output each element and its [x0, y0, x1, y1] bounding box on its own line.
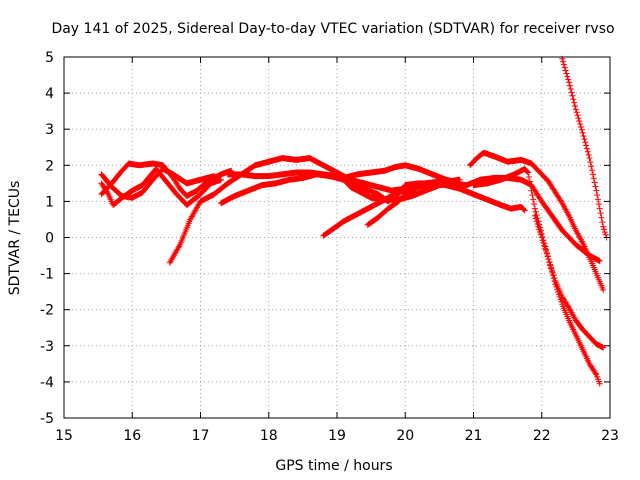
y-tick-label: 4 — [45, 86, 54, 102]
y-axis-label: SDTVAR / TECUs — [7, 181, 23, 296]
y-tick-label: 5 — [45, 50, 54, 66]
x-tick-label: 18 — [260, 428, 278, 444]
series-layer — [98, 55, 610, 387]
series-markers — [98, 165, 224, 209]
y-tick-label: -3 — [40, 339, 54, 355]
y-tick-label: 0 — [45, 231, 54, 247]
series-arc-m — [559, 55, 610, 241]
x-tick-label: 16 — [123, 428, 141, 444]
series-arc-j — [467, 149, 607, 293]
series-arc-c — [98, 165, 224, 209]
series-arc-l — [531, 212, 603, 387]
x-tick-label: 22 — [533, 428, 551, 444]
x-tick-label: 23 — [601, 428, 619, 444]
chart-title: Day 141 of 2025, Sidereal Day-to-day VTE… — [51, 21, 614, 37]
series-markers — [531, 212, 603, 387]
y-tick-label: -2 — [40, 303, 54, 319]
y-tick-label: 2 — [45, 158, 54, 174]
series-markers — [327, 162, 463, 187]
x-tick-label: 21 — [465, 428, 483, 444]
y-tick-label: -4 — [40, 375, 54, 391]
series-markers — [559, 55, 610, 241]
series-arc-i — [327, 162, 463, 187]
y-tick-label: -5 — [40, 411, 54, 427]
x-tick-label: 19 — [328, 428, 346, 444]
series-markers — [467, 149, 607, 293]
x-axis-label: GPS time / hours — [275, 458, 392, 474]
x-tick-label: 15 — [55, 428, 73, 444]
y-tick-label: 1 — [45, 194, 54, 210]
x-tick-label: 20 — [396, 428, 414, 444]
y-tick-label: 3 — [45, 122, 54, 138]
grid-layer — [64, 57, 610, 418]
series-arc-b — [98, 160, 235, 199]
series-markers — [98, 160, 235, 199]
x-tick-label: 17 — [192, 428, 210, 444]
y-tick-label: -1 — [40, 267, 54, 283]
